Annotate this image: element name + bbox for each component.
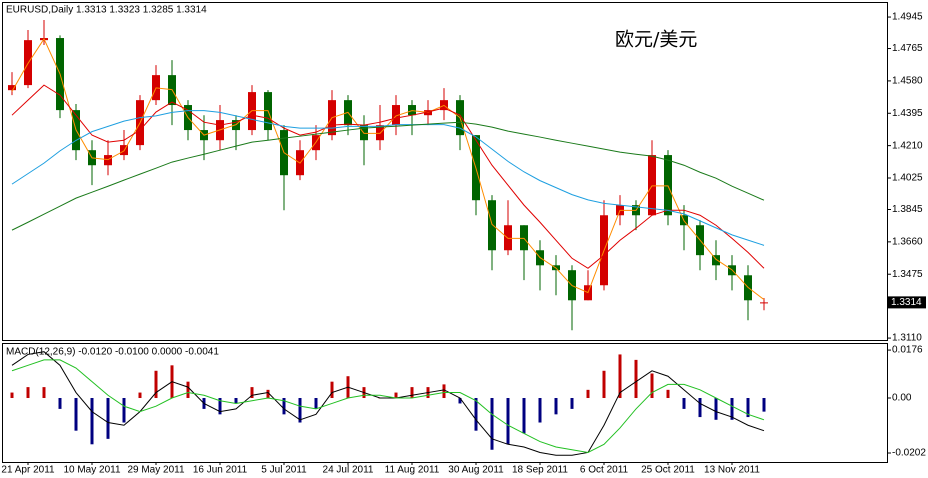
histogram-bar xyxy=(666,389,670,399)
x-tick-label: 29 May 2011 xyxy=(127,465,185,476)
current-price-box xyxy=(888,296,926,309)
chart-title: 欧元/美元 xyxy=(615,29,697,51)
current-price-label: 1.3314 xyxy=(891,297,922,308)
y-tick-label: 1.4395 xyxy=(892,108,923,119)
line xyxy=(11,110,765,246)
histogram-bar xyxy=(138,392,142,399)
x-tick-label: 6 Oct 2011 xyxy=(580,465,629,476)
histogram-bar xyxy=(570,398,574,409)
histogram-bar xyxy=(442,384,446,399)
macd-label: MACD(12,26,9) -0.0120 -0.0100 0.0000 -0.… xyxy=(6,347,219,358)
candle-body xyxy=(664,155,672,216)
histogram-bar xyxy=(42,387,46,399)
histogram-bar xyxy=(106,398,110,439)
histogram-bar xyxy=(474,398,478,431)
x-tick-label: 10 May 2011 xyxy=(63,465,121,476)
y-tick-label: 1.4025 xyxy=(892,173,923,184)
line xyxy=(11,121,765,231)
histogram-bar xyxy=(698,398,702,418)
histogram-bar xyxy=(714,398,718,420)
y-tick-label: 1.3660 xyxy=(892,236,923,247)
histogram-bar xyxy=(746,398,750,418)
histogram-bar xyxy=(74,398,78,431)
histogram-bar xyxy=(250,387,254,399)
y-tick-label: 1.4210 xyxy=(892,140,923,151)
line xyxy=(11,359,765,453)
x-tick-label: 16 Jun 2011 xyxy=(193,465,248,476)
candle-body xyxy=(104,155,112,166)
x-tick-label: 24 Jul 2011 xyxy=(323,465,374,476)
histogram-bar xyxy=(506,398,510,445)
candle-body xyxy=(8,85,16,91)
line xyxy=(11,84,765,269)
histogram-bar xyxy=(682,398,686,409)
histogram-bar xyxy=(650,373,654,399)
ohlc-label: 1.3313 1.3323 1.3285 1.3314 xyxy=(76,5,207,16)
histogram-bar xyxy=(282,398,286,415)
histogram-bar xyxy=(218,398,222,415)
histogram-bar xyxy=(634,359,638,399)
histogram-bar xyxy=(586,389,590,399)
line xyxy=(11,351,765,456)
histogram-bar xyxy=(314,398,318,409)
histogram-bar xyxy=(186,381,190,399)
y-tick-label: -0.0202 xyxy=(892,448,926,459)
histogram-bar xyxy=(538,398,542,423)
y-tick-label: 1.3110 xyxy=(892,333,922,344)
price-panel xyxy=(2,2,888,341)
line xyxy=(11,37,765,300)
x-tick-label: 30 Aug 2011 xyxy=(448,465,504,476)
y-tick-label: 0.0176 xyxy=(892,345,923,356)
histogram-bar xyxy=(122,398,126,423)
histogram-bar xyxy=(602,370,606,399)
macd-panel xyxy=(2,343,888,463)
candle-body xyxy=(760,302,768,304)
candle-body xyxy=(520,225,528,251)
x-tick-label: 11 Aug 2011 xyxy=(385,465,440,476)
histogram-bar xyxy=(730,398,734,420)
y-tick-label: 1.4765 xyxy=(892,43,923,54)
candle-body xyxy=(648,155,656,216)
histogram-bar xyxy=(458,398,462,404)
histogram-bar xyxy=(554,398,558,415)
x-tick-label: 21 Apr 2011 xyxy=(1,465,55,476)
candle-body xyxy=(408,105,416,116)
histogram-bar xyxy=(394,392,398,399)
x-tick-label: 13 Nov 2011 xyxy=(704,465,760,476)
y-tick-label: 1.3475 xyxy=(892,269,923,280)
histogram-bar xyxy=(298,398,302,423)
histogram-bar xyxy=(10,392,14,399)
histogram-bar xyxy=(330,381,334,399)
histogram-bar xyxy=(490,398,494,450)
x-tick-label: 25 Oct 2011 xyxy=(641,465,695,476)
y-tick-label: 1.4580 xyxy=(892,76,923,87)
y-tick-label: 1.4945 xyxy=(892,12,923,23)
histogram-bar xyxy=(234,398,238,404)
y-tick-label: 1.3845 xyxy=(892,204,923,215)
candle-body xyxy=(712,255,720,266)
histogram-bar xyxy=(90,398,94,445)
histogram-bar xyxy=(154,370,158,399)
histogram-bar xyxy=(266,389,270,399)
x-tick-label: 18 Sep 2011 xyxy=(512,465,568,476)
y-tick-label: 0.00 xyxy=(892,393,912,404)
histogram-bar xyxy=(762,398,766,412)
histogram-bar xyxy=(410,387,414,399)
histogram-bar xyxy=(26,387,30,399)
candle-body xyxy=(488,200,496,251)
histogram-bar xyxy=(522,398,526,434)
histogram-bar xyxy=(58,398,62,409)
symbol-label: EURUSD,Daily xyxy=(6,5,73,16)
x-tick-label: 5 Jul 2011 xyxy=(261,465,307,476)
histogram-bar xyxy=(618,354,622,399)
candle-body xyxy=(392,105,400,126)
